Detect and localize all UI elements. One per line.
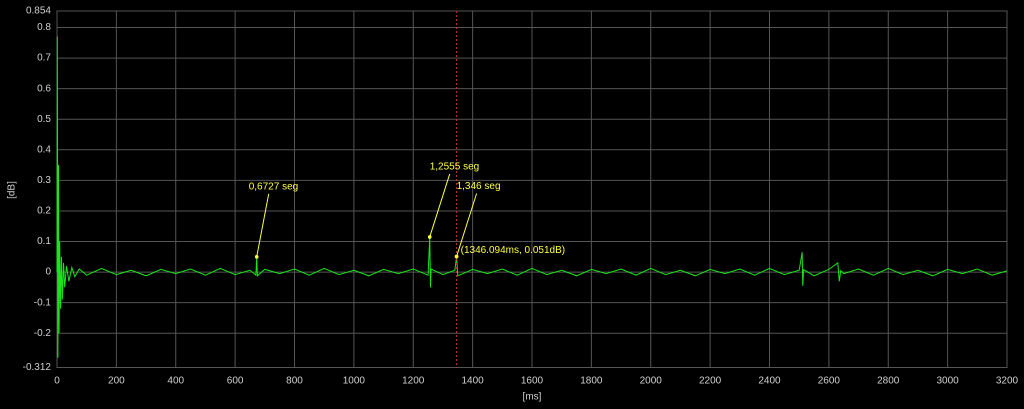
y-tick-label: 0.2 [37,206,51,217]
cursor-label: (1346.094ms, 0.051dB) [461,245,566,256]
x-tick-label: 2200 [699,376,722,387]
y-tick-label: 0.6 [37,83,51,94]
annotation-label: 0,6727 seg [249,181,299,192]
x-tick-label: 1200 [402,376,425,387]
y-tick-label: -0.312 [23,362,52,373]
annotation-leader [456,193,478,257]
y-tick-label: -0.2 [34,328,52,339]
y-tick-label: 0.1 [37,236,51,247]
x-tick-label: 3000 [937,376,960,387]
y-tick-label: 0.854 [26,6,51,17]
x-tick-label: 2800 [877,376,900,387]
signal-line [56,36,1008,358]
x-tick-label: 400 [167,376,184,387]
annotation-point [427,235,432,239]
y-tick-label: 0.4 [37,144,51,155]
x-tick-label: 2600 [818,376,841,387]
x-tick-label: 1600 [521,376,544,387]
x-tick-label: 0 [54,376,60,387]
y-axis-label: [dB] [7,181,18,199]
annotation-point [454,254,459,259]
annotation-label: 1,2555 seg [430,162,480,173]
x-tick-label: 1000 [343,376,366,387]
x-tick-label: 1400 [462,376,485,387]
annotation-leader [256,193,270,257]
y-tick-label: 0 [45,267,51,278]
x-tick-label: 1800 [580,376,603,387]
x-tick-label: 600 [227,376,244,387]
y-tick-label: 0.7 [37,53,51,64]
x-tick-label: 2400 [758,376,781,387]
x-tick-label: 3200 [996,376,1019,387]
annotation-label: 1,346 seg [457,181,501,192]
x-tick-label: 2000 [640,376,663,387]
y-tick-label: 0.8 [37,22,51,33]
y-tick-label: 0.5 [37,114,51,125]
annotation-point [254,255,259,259]
x-axis-label: [ms] [523,392,542,403]
y-tick-label: 0.3 [37,175,51,186]
y-tick-label: -0.1 [34,297,52,308]
x-tick-label: 200 [108,376,125,387]
annotation-leader [429,173,451,238]
x-tick-label: 800 [286,376,303,387]
